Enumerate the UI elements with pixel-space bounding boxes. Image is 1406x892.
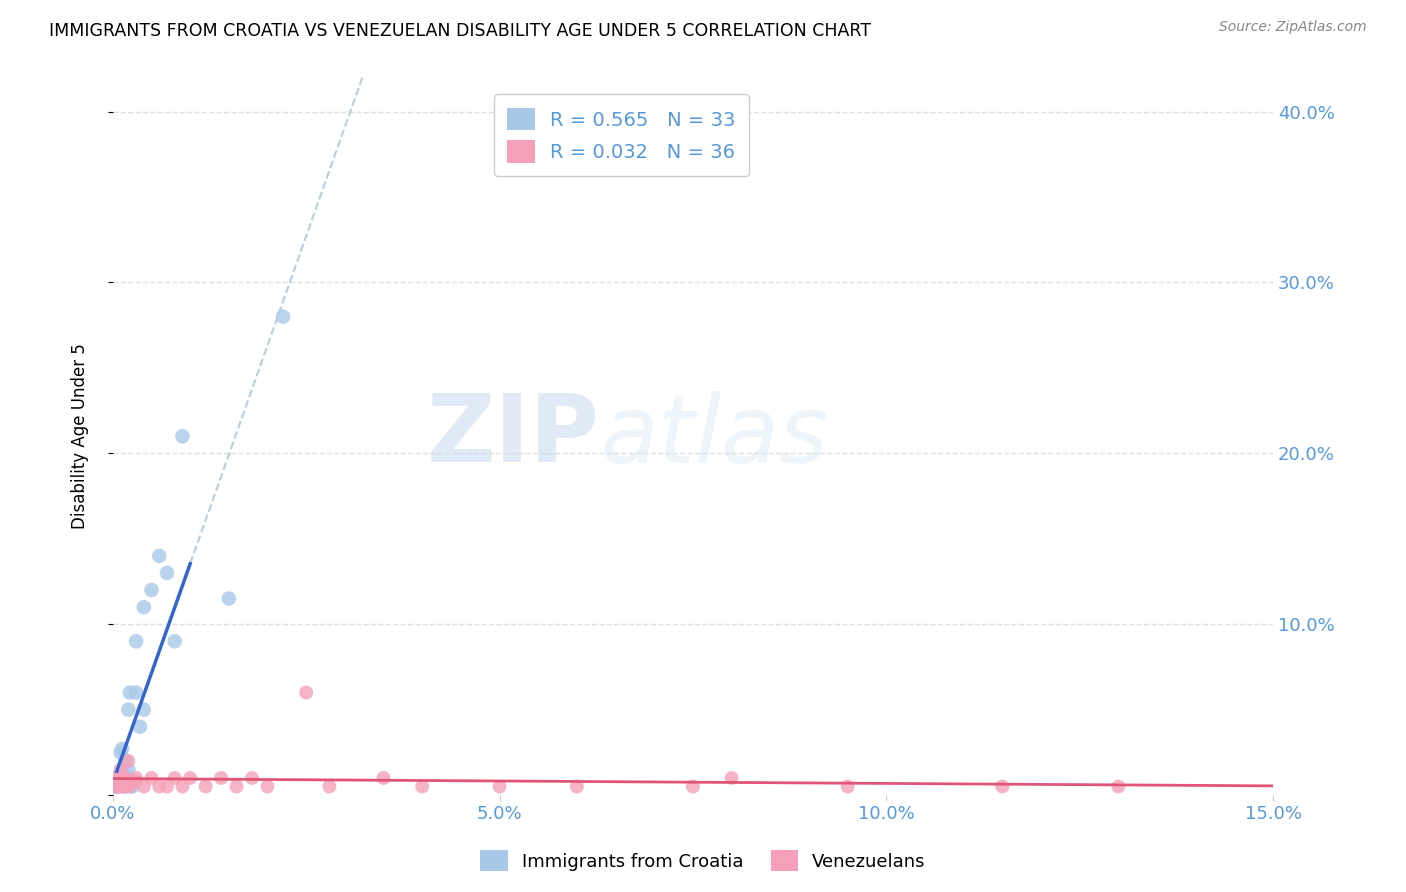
Point — [720, 771, 742, 785]
Point — [103, 771, 125, 785]
Point — [163, 771, 186, 785]
Point — [148, 780, 170, 794]
Point — [117, 771, 139, 785]
Point — [111, 771, 134, 785]
Legend: Immigrants from Croatia, Venezuelans: Immigrants from Croatia, Venezuelans — [474, 843, 932, 879]
Text: Source: ZipAtlas.com: Source: ZipAtlas.com — [1219, 20, 1367, 34]
Point — [209, 771, 232, 785]
Point — [117, 754, 139, 768]
Point — [225, 780, 247, 794]
Point — [256, 780, 278, 794]
Point — [108, 780, 131, 794]
Point — [148, 549, 170, 563]
Point — [114, 754, 136, 768]
Point — [114, 780, 136, 794]
Point — [104, 778, 127, 792]
Point — [218, 591, 240, 606]
Point — [117, 703, 139, 717]
Point — [163, 634, 186, 648]
Point — [240, 771, 263, 785]
Point — [117, 763, 139, 777]
Point — [104, 780, 127, 794]
Text: atlas: atlas — [600, 391, 828, 482]
Point — [682, 780, 704, 794]
Point — [141, 771, 163, 785]
Point — [837, 780, 859, 794]
Point — [132, 780, 155, 794]
Point — [373, 771, 395, 785]
Point — [172, 780, 194, 794]
Point — [114, 771, 136, 785]
Point — [141, 582, 163, 597]
Point — [118, 685, 141, 699]
Point — [125, 771, 148, 785]
Point — [132, 600, 155, 615]
Point — [111, 742, 134, 756]
Point — [172, 429, 194, 443]
Point — [108, 780, 131, 794]
Point — [271, 310, 294, 324]
Point — [411, 780, 433, 794]
Point — [110, 745, 132, 759]
Point — [110, 763, 132, 777]
Point — [318, 780, 340, 794]
Point — [179, 771, 201, 785]
Point — [132, 703, 155, 717]
Point — [125, 774, 148, 789]
Point — [991, 780, 1014, 794]
Point — [112, 780, 135, 794]
Legend: R = 0.565   N = 33, R = 0.032   N = 36: R = 0.565 N = 33, R = 0.032 N = 36 — [494, 95, 749, 177]
Point — [125, 634, 148, 648]
Point — [488, 780, 510, 794]
Point — [107, 780, 129, 794]
Point — [125, 685, 148, 699]
Point — [156, 566, 179, 580]
Point — [295, 685, 318, 699]
Point — [121, 780, 143, 794]
Point — [105, 776, 128, 790]
Point — [156, 780, 179, 794]
Point — [118, 780, 141, 794]
Point — [107, 771, 129, 785]
Y-axis label: Disability Age Under 5: Disability Age Under 5 — [72, 343, 89, 529]
Point — [108, 778, 131, 792]
Point — [103, 780, 125, 794]
Point — [115, 780, 138, 794]
Point — [115, 771, 138, 785]
Point — [111, 774, 134, 789]
Point — [112, 767, 135, 781]
Point — [1107, 780, 1129, 794]
Text: ZIP: ZIP — [427, 391, 600, 483]
Point — [129, 720, 152, 734]
Point — [110, 774, 132, 789]
Point — [104, 780, 127, 794]
Point — [115, 778, 138, 792]
Point — [565, 780, 588, 794]
Text: IMMIGRANTS FROM CROATIA VS VENEZUELAN DISABILITY AGE UNDER 5 CORRELATION CHART: IMMIGRANTS FROM CROATIA VS VENEZUELAN DI… — [49, 22, 872, 40]
Point — [194, 780, 217, 794]
